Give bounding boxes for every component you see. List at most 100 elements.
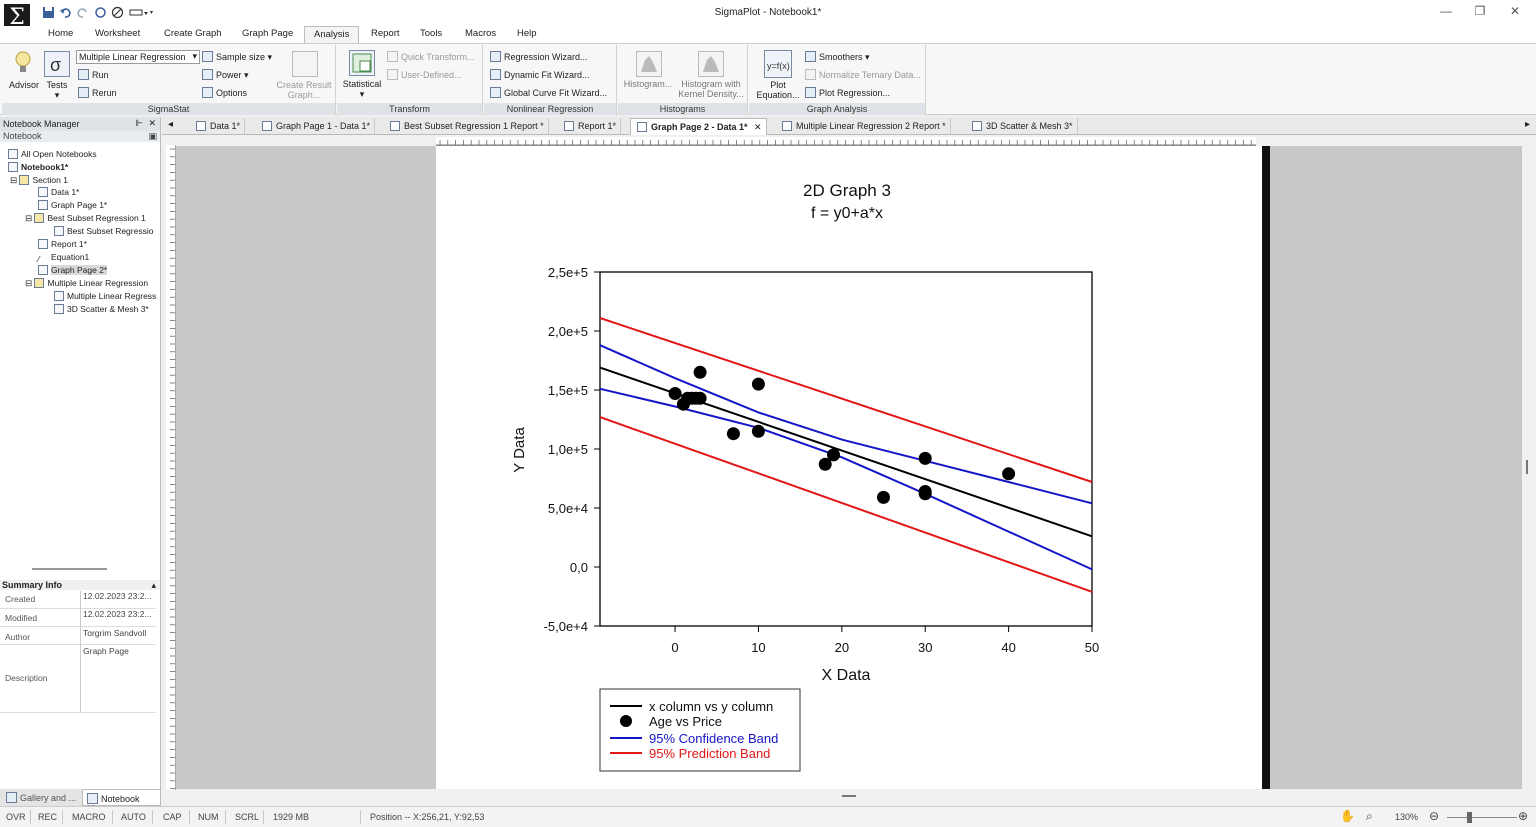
graph-page-icon <box>38 200 48 210</box>
tree-item-graph-page2[interactable]: Graph Page 2* <box>38 265 108 275</box>
tree-item-3d-scatter-mesh3[interactable]: 3D Scatter & Mesh 3* <box>54 304 149 314</box>
tab-create-graph[interactable]: Create Graph <box>164 28 222 39</box>
minimize-icon[interactable]: — <box>1440 4 1452 18</box>
refresh-icon[interactable] <box>94 6 107 19</box>
doc-tab-graph-page2[interactable]: Graph Page 2 - Data 1* ✕ <box>630 118 767 135</box>
horizontal-scrollbar[interactable] <box>176 789 1522 803</box>
tab-graph-page[interactable]: Graph Page <box>242 28 294 39</box>
author-value[interactable]: Torgrim Sandvoll <box>83 628 147 638</box>
histogram-button[interactable]: Histogram... <box>623 79 673 89</box>
tab-close-icon[interactable]: ✕ <box>754 122 762 132</box>
doc-tab-report1[interactable]: Report 1* <box>558 118 622 135</box>
tab-macros[interactable]: Macros <box>465 28 497 39</box>
tree-item-best-subset-regression1[interactable]: ⊟ Best Subset Regression 1 <box>25 213 146 223</box>
vertical-scrollbar-thumb[interactable] <box>1526 460 1528 474</box>
zoom-search-icon[interactable]: ⌕ <box>1366 809 1373 823</box>
doc-tab-best-subset-report[interactable]: Best Subset Regression 1 Report * <box>384 118 549 135</box>
tab-report[interactable]: Report <box>371 28 400 39</box>
tree-item-section1[interactable]: ⊟ Section 1 <box>10 175 68 185</box>
doc-tab-data1[interactable]: Data 1* <box>190 118 246 135</box>
undo-icon[interactable] <box>59 6 72 19</box>
zoom-out-icon[interactable]: ⊖ <box>1429 809 1440 823</box>
tree-item-multiple-linear-regression[interactable]: ⊟ Multiple Linear Regression <box>25 278 149 288</box>
sample-size-button[interactable]: Sample size ▾ <box>202 51 272 63</box>
statistical-button[interactable]: Statistical ▾ <box>340 79 384 99</box>
regression-wizard-button[interactable]: Regression Wizard... <box>490 51 588 62</box>
dynamic-fit-wizard-button[interactable]: Dynamic Fit Wizard... <box>490 69 590 80</box>
histogram-icon[interactable] <box>636 51 662 77</box>
plot-regression-button[interactable]: Plot Regression... <box>805 87 890 98</box>
tab-notebook-manager[interactable]: Notebook M... <box>82 789 161 814</box>
tab-help[interactable]: Help <box>517 28 537 39</box>
stop-icon[interactable] <box>111 6 124 19</box>
collapse-up-icon[interactable]: ▴ <box>151 580 156 590</box>
tree-item-equation1[interactable]: ⁄ Equation1 <box>38 252 89 264</box>
customize-toolbar-icon[interactable] <box>129 6 153 19</box>
tab-tools[interactable]: Tools <box>420 28 443 39</box>
tree-item-mlr-report[interactable]: Multiple Linear Regress <box>54 291 156 301</box>
close-icon[interactable]: ✕ <box>1509 4 1521 18</box>
graph-chart[interactable]: 2D Graph 3 f = y0+a*x X Data Y Data 0 10 2… <box>436 146 1262 789</box>
doc-tab-mlr2-report[interactable]: Multiple Linear Regression 2 Report * <box>776 118 951 135</box>
tests-chevron-down-icon[interactable]: ▾ <box>54 90 60 100</box>
tree-item-graph-page1[interactable]: Graph Page 1* <box>38 200 107 210</box>
tab-analysis[interactable]: Analysis <box>304 26 360 43</box>
collapse-icon[interactable]: ▣ <box>148 131 157 141</box>
tests-button[interactable]: Tests <box>46 80 68 90</box>
histogram-kernel-icon[interactable] <box>698 51 724 77</box>
tab-gallery[interactable]: Gallery and ... <box>6 792 76 803</box>
tree-item-notebook1[interactable]: Notebook1* <box>8 162 68 172</box>
tree-item-best-subset-report[interactable]: Best Subset Regressio <box>54 226 153 236</box>
tabs-scroll-left-icon[interactable]: ◂ <box>168 119 174 130</box>
tab-home[interactable]: Home <box>48 28 74 39</box>
tab-worksheet[interactable]: Worksheet <box>95 28 141 39</box>
horizontal-scrollbar-thumb[interactable] <box>32 568 107 570</box>
plot-equation-icon[interactable]: y=f(x) <box>764 50 792 78</box>
tree-item-report1[interactable]: Report 1* <box>38 239 87 249</box>
create-result-graph-icon[interactable] <box>292 51 318 77</box>
vertical-scrollbar[interactable] <box>1522 146 1536 789</box>
tree-item-all-open-notebooks[interactable]: All Open Notebooks <box>8 149 97 159</box>
global-curve-fit-wizard-button[interactable]: Global Curve Fit Wizard... <box>490 87 607 98</box>
notebook-icon <box>8 162 18 172</box>
smoothers-button[interactable]: Smoothers ▾ <box>805 51 870 63</box>
panel-close-icon[interactable]: ✕ <box>148 118 156 128</box>
folder-icon <box>34 213 45 223</box>
power-button[interactable]: Power ▾ <box>202 69 249 81</box>
run-button[interactable]: Run <box>78 69 109 80</box>
chart-legend[interactable]: x column vs y column Age vs Price 95% Co… <box>599 688 801 772</box>
description-value[interactable]: Graph Page <box>83 646 129 656</box>
zoom-slider-thumb[interactable] <box>1467 812 1472 823</box>
redo-icon[interactable] <box>76 6 89 19</box>
normalize-ternary-button[interactable]: Normalize Ternary Data... <box>805 69 921 80</box>
legend-swatch-points <box>620 715 632 727</box>
advisor-button[interactable]: Advisor <box>8 80 39 90</box>
tree-label: All Open Notebooks <box>21 149 97 159</box>
doc-tab-3d-scatter-mesh3[interactable]: 3D Scatter & Mesh 3* <box>966 118 1078 135</box>
horizontal-scrollbar-thumb[interactable] <box>842 795 856 797</box>
tree-item-data1[interactable]: Data 1* <box>38 187 79 197</box>
test-selector-combo[interactable]: Multiple Linear Regression ▾ <box>76 50 200 64</box>
quick-transform-button[interactable]: Quick Transform... <box>387 51 475 62</box>
doc-tab-graph-page1[interactable]: Graph Page 1 - Data 1* <box>256 118 376 135</box>
options-button[interactable]: Options <box>202 87 247 98</box>
statistical-icon[interactable] <box>349 50 375 76</box>
save-icon[interactable] <box>42 6 55 19</box>
zoom-in-icon[interactable]: ⊕ <box>1518 809 1529 823</box>
maximize-icon[interactable]: ❐ <box>1474 4 1486 18</box>
advisor-icon[interactable] <box>10 49 36 75</box>
tests-sigma-icon[interactable]: σ <box>44 51 70 77</box>
user-defined-button[interactable]: User-Defined... <box>387 69 462 80</box>
pin-icon[interactable]: ⊩ <box>135 118 143 128</box>
tabs-scroll-right-icon[interactable]: ▸ <box>1524 119 1530 130</box>
histogram-kernel-button[interactable]: Histogram with Kernel Density... <box>676 79 746 99</box>
rerun-button[interactable]: Rerun <box>78 87 117 98</box>
legend-label-prediction: 95% Prediction Band <box>649 746 770 761</box>
horizontal-ruler-ticks <box>436 140 1256 146</box>
plot-equation-button[interactable]: Plot Equation... <box>751 80 805 100</box>
create-result-graph-button[interactable]: Create Result Graph... <box>272 80 336 100</box>
graph-page[interactable]: 2D Graph 3 f = y0+a*x X Data Y Data 0 10 2… <box>436 146 1262 789</box>
zoom-slider[interactable] <box>1447 817 1517 818</box>
hand-tool-icon[interactable]: ✋ <box>1340 809 1355 823</box>
nonlinear-regression-group: Regression Wizard... Dynamic Fit Wizard.… <box>484 45 617 115</box>
